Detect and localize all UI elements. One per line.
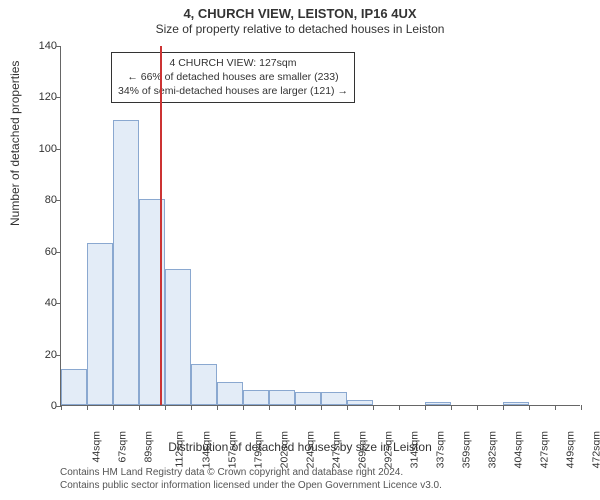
histogram-bar [425,402,451,405]
histogram-bar [61,369,87,405]
x-tick-mark [87,405,88,410]
y-tick-label: 80 [27,194,57,206]
histogram-bar [113,120,139,405]
x-tick-mark [425,405,426,410]
y-tick-label: 20 [27,349,57,361]
annotation-line-3: 34% of semi-detached houses are larger (… [118,84,348,98]
x-tick-mark [477,405,478,410]
attribution-line-1: Contains HM Land Registry data © Crown c… [60,466,442,479]
chart-container: 4, CHURCH VIEW, LEISTON, IP16 4UX Size o… [0,0,600,500]
x-tick-mark [269,405,270,410]
histogram-bar [321,392,347,405]
x-tick-mark [321,405,322,410]
y-tick-mark [56,149,61,150]
x-tick-mark [191,405,192,410]
x-tick-mark [373,405,374,410]
histogram-bar [217,382,243,405]
y-tick-mark [56,355,61,356]
histogram-bar [295,392,321,405]
histogram-bar [243,390,269,405]
histogram-bar [87,243,113,405]
annotation-line-1: 4 CHURCH VIEW: 127sqm [118,56,348,70]
x-tick-mark [295,405,296,410]
histogram-bar [347,400,373,405]
x-tick-mark [555,405,556,410]
y-tick-label: 120 [27,91,57,103]
histogram-bar [503,402,529,405]
plot-area: 4 CHURCH VIEW: 127sqm ← 66% of detached … [60,46,580,406]
attribution-line-2: Contains public sector information licen… [60,479,442,492]
x-axis-label: Distribution of detached houses by size … [0,440,600,454]
y-tick-label: 0 [27,400,57,412]
x-tick-mark [243,405,244,410]
chart-subtitle: Size of property relative to detached ho… [0,22,600,36]
histogram-bar [191,364,217,405]
y-tick-mark [56,252,61,253]
y-tick-label: 40 [27,297,57,309]
x-tick-mark [217,405,218,410]
annotation-line-2: ← 66% of detached houses are smaller (23… [118,70,348,84]
x-tick-mark [451,405,452,410]
chart-title: 4, CHURCH VIEW, LEISTON, IP16 4UX [0,6,600,21]
y-tick-label: 60 [27,246,57,258]
marker-line [160,46,162,405]
y-tick-label: 140 [27,40,57,52]
x-tick-mark [399,405,400,410]
x-tick-mark [139,405,140,410]
attribution: Contains HM Land Registry data © Crown c… [60,466,442,492]
y-axis-label: Number of detached properties [8,61,22,226]
x-tick-mark [113,405,114,410]
x-tick-mark [61,405,62,410]
x-tick-mark [503,405,504,410]
x-tick-mark [165,405,166,410]
x-tick-mark [581,405,582,410]
x-tick-mark [347,405,348,410]
x-tick-mark [529,405,530,410]
annotation-box: 4 CHURCH VIEW: 127sqm ← 66% of detached … [111,52,355,103]
y-tick-mark [56,200,61,201]
y-tick-mark [56,303,61,304]
y-tick-label: 100 [27,143,57,155]
histogram-bar [165,269,191,405]
histogram-bar [269,390,295,405]
y-tick-mark [56,46,61,47]
y-tick-mark [56,97,61,98]
